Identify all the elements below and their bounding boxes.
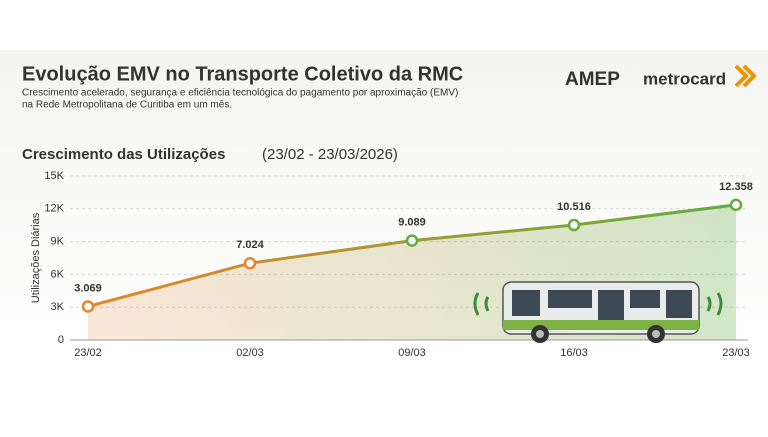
subtitle: na Rede Metropolitana de Curitiba em um … bbox=[22, 100, 232, 111]
y-tick-label: 3K bbox=[51, 301, 65, 313]
point bbox=[405, 234, 419, 247]
subtitle: Crescimento acelerado, segurança e efici… bbox=[22, 88, 458, 99]
x-tick-label: 16/03 bbox=[560, 347, 588, 359]
data-label: 7.024 bbox=[236, 239, 264, 251]
data-label: 10.516 bbox=[557, 201, 591, 213]
chart-period: (23/02 - 23/03/2026) bbox=[262, 146, 398, 163]
point bbox=[243, 256, 257, 270]
x-tick-label: 23/02 bbox=[74, 347, 102, 359]
y-tick-label: 12K bbox=[44, 203, 64, 215]
y-axis-label: Utilizações Diárias bbox=[30, 212, 42, 303]
point bbox=[81, 300, 95, 313]
data-label: 12.358 bbox=[719, 181, 753, 193]
logo-amep: AMEP bbox=[565, 69, 620, 90]
data-label: 9.089 bbox=[398, 217, 426, 229]
x-tick-label: 02/03 bbox=[236, 347, 264, 359]
y-tick-label: 6K bbox=[51, 268, 65, 280]
point bbox=[567, 218, 581, 232]
point bbox=[729, 198, 743, 212]
y-tick-label: 9K bbox=[51, 236, 65, 248]
y-tick-label: 0 bbox=[58, 334, 64, 346]
data-label: 3.069 bbox=[74, 282, 102, 294]
x-tick-label: 23/03 bbox=[722, 347, 750, 359]
logo-icon bbox=[734, 64, 757, 88]
title: Evolução EMV no Transporte Coletivo da R… bbox=[22, 63, 463, 85]
y-tick-label: 15K bbox=[44, 170, 64, 182]
chart-title: Crescimento das Utilizações bbox=[22, 146, 225, 163]
x-tick-label: 09/03 bbox=[398, 347, 426, 359]
bus-illustration bbox=[473, 281, 723, 343]
logo-metrocard: metrocard bbox=[643, 69, 726, 88]
